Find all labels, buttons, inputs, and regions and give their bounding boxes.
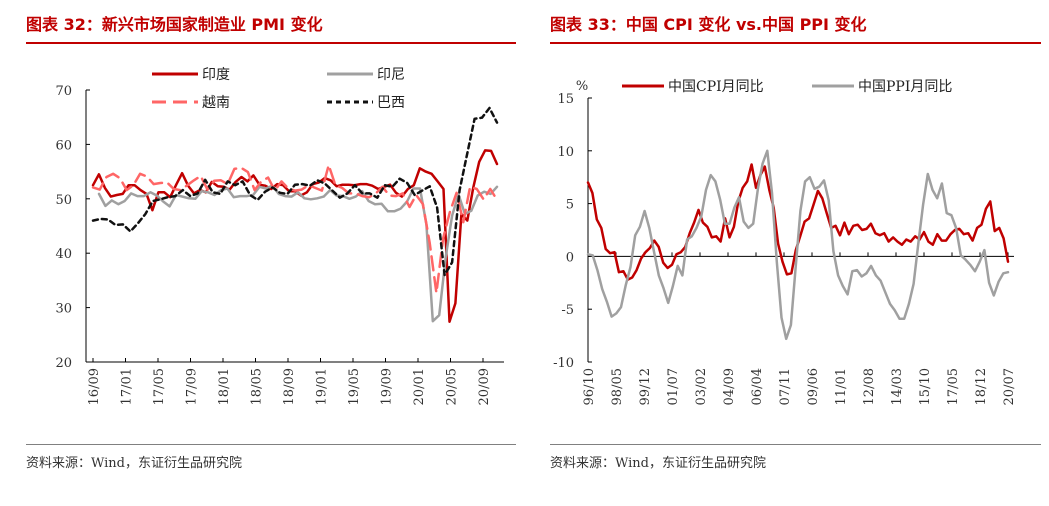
- legend-label: 中国PPI月同比: [858, 79, 952, 95]
- series-line-2: [586, 149, 1010, 341]
- chart-title: 图表 32：新兴市场国家制造业 PMI 变化: [26, 15, 323, 34]
- x-tick-label: 14/03: [890, 368, 905, 405]
- y-tick-label: -10: [553, 356, 574, 371]
- legend-label: 中国CPI月同比: [668, 79, 764, 95]
- chart-panel-pmi: 图表 32：新兴市场国家制造业 PMI 变化 20 30 40 50 60 70 16/09…: [0, 0, 524, 506]
- pmi-line-chart: 20 30 40 50 60 70 16/09 17/01 17/05 17/09 18/01 18/…: [55, 67, 504, 405]
- x-tick-label: 16/09: [87, 368, 102, 405]
- x-tick-label: 18/05: [250, 368, 265, 405]
- legend-label: 印度: [202, 67, 230, 83]
- series-line-4: [91, 106, 499, 277]
- legend-label: 越南: [202, 95, 230, 111]
- x-tick-label: 19/05: [347, 368, 362, 405]
- legend-label: 印尼: [377, 67, 405, 83]
- x-tick-label: 18/01: [217, 368, 232, 405]
- chart-panel-cpi-ppi: 图表 33：中国 CPI 变化 vs.中国 PPI 变化 -10 -5 0 5 10 15…: [524, 0, 1049, 506]
- x-tick-label: 04/09: [722, 368, 737, 405]
- x-tick-label: 17/05: [946, 368, 961, 405]
- y-tick-label: 40: [55, 247, 72, 262]
- title-rule: [550, 42, 1041, 44]
- y-tick-label: 15: [557, 92, 574, 107]
- x-tick-label: 18/12: [974, 368, 989, 405]
- x-tick-label: 96/10: [582, 368, 597, 405]
- x-tick-label: 06/04: [750, 368, 765, 405]
- y-tick-label: 60: [55, 138, 72, 153]
- y-tick-label: 50: [55, 193, 72, 208]
- title-rule: [26, 42, 516, 44]
- cpi-ppi-line-chart: -10 -5 0 5 10 15 96/10 98/05 99/12 01/07 03/02 04/0…: [553, 79, 1017, 405]
- y-tick-label: 70: [55, 84, 72, 99]
- x-tick-label: 17/09: [185, 368, 200, 405]
- series-line-3: [91, 163, 499, 295]
- x-tick-label: 07/11: [778, 368, 793, 405]
- x-tick-label: 09/06: [806, 368, 821, 405]
- x-tick-label: 99/12: [638, 368, 653, 405]
- x-tick-label: 15/10: [918, 368, 933, 405]
- x-tick-label: 20/05: [445, 368, 460, 405]
- x-tick-label: 01/07: [666, 368, 681, 405]
- x-tick-label: 20/07: [1002, 368, 1017, 405]
- x-tick-label: 11/01: [834, 368, 849, 405]
- x-tick-label: 17/05: [152, 368, 167, 405]
- y-axis-unit: %: [576, 79, 588, 94]
- x-tick-label: 20/01: [412, 368, 427, 405]
- y-tick-label: 5: [566, 198, 574, 213]
- source-note: 资料来源：Wind，东证衍生品研究院: [550, 456, 766, 471]
- y-tick-label: 10: [557, 145, 574, 160]
- source-rule: [26, 444, 516, 445]
- legend-label: 巴西: [377, 95, 405, 111]
- y-tick-label: 0: [566, 250, 574, 265]
- source-note: 资料来源：Wind，东证衍生品研究院: [26, 456, 242, 471]
- y-tick-label: -5: [561, 303, 574, 318]
- y-tick-label: 20: [55, 356, 72, 371]
- x-tick-label: 03/02: [694, 368, 709, 405]
- source-rule: [550, 444, 1041, 445]
- x-tick-label: 19/01: [315, 368, 330, 405]
- series-line-1: [586, 163, 1010, 281]
- chart-title: 图表 33：中国 CPI 变化 vs.中国 PPI 变化: [550, 15, 867, 34]
- y-tick-label: 30: [55, 302, 72, 317]
- x-tick-label: 18/09: [282, 368, 297, 405]
- series-line-1: [91, 149, 499, 323]
- x-tick-label: 20/09: [477, 368, 492, 405]
- x-tick-label: 19/09: [380, 368, 395, 405]
- x-tick-label: 98/05: [610, 368, 625, 405]
- x-tick-label: 17/01: [120, 368, 135, 405]
- series-line-2: [97, 184, 499, 323]
- x-tick-label: 12/08: [862, 368, 877, 405]
